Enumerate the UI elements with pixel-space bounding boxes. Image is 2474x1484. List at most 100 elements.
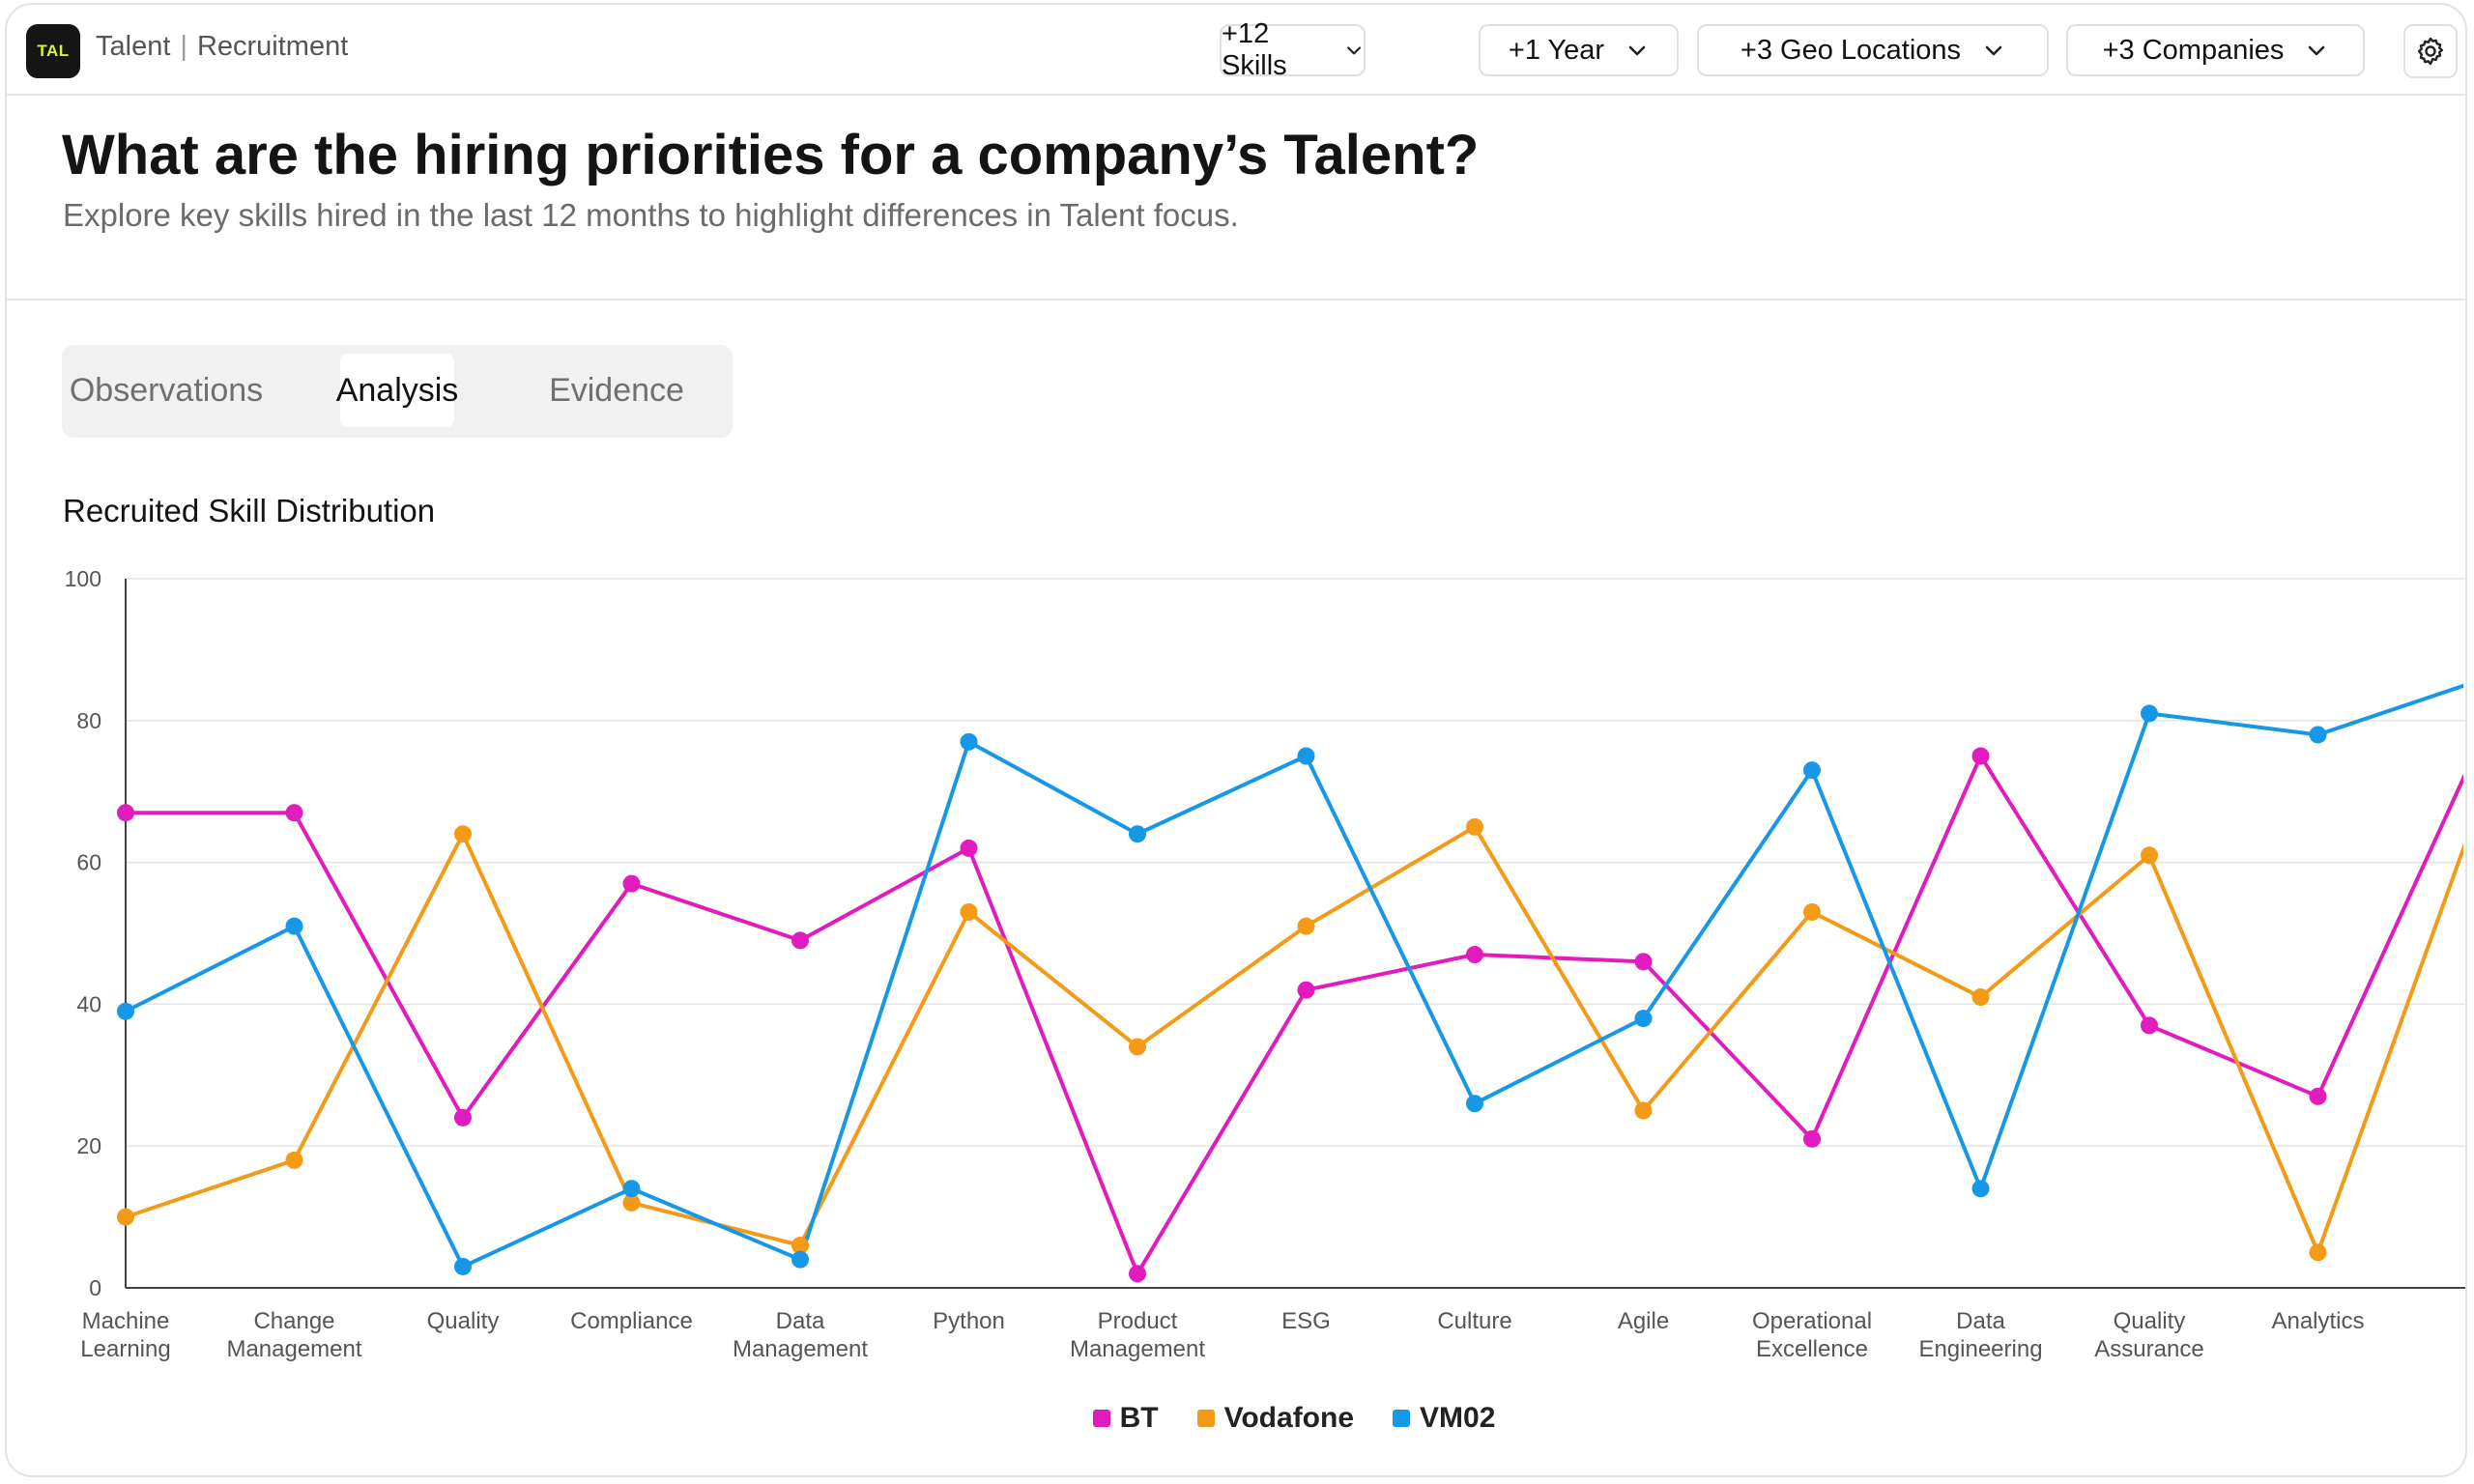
data-point-vodafone: [117, 1208, 134, 1226]
data-point-vm02: [454, 1257, 472, 1275]
data-point-bt: [285, 804, 303, 822]
data-point-vm02: [285, 917, 303, 935]
data-point-vm02: [1466, 1095, 1483, 1113]
tab-observations[interactable]: Observations: [69, 371, 264, 409]
legend-item-vodafone[interactable]: Vodafone: [1196, 1402, 1355, 1435]
settings-button[interactable]: [2403, 24, 2458, 78]
y-tick-label: 60: [76, 850, 101, 875]
top-bar: TAL Talent | Recruitment +12 Skills +1 Y…: [7, 5, 2465, 96]
legend-label: VM02: [1420, 1402, 1496, 1434]
data-point-vm02: [1803, 761, 1821, 780]
chevron-down-icon: [1985, 45, 2002, 56]
x-tick-label: Python: [933, 1308, 1005, 1334]
data-point-vodafone: [1297, 917, 1315, 935]
skills-filter-dropdown[interactable]: +12 Skills: [1220, 18, 1366, 81]
legend-item-vm02[interactable]: VM02: [1393, 1402, 1495, 1435]
data-point-bt: [1297, 981, 1315, 999]
x-tick-label: Quality Assurance: [2094, 1308, 2203, 1362]
data-point-vm02: [622, 1180, 641, 1198]
page-subtitle: Explore key skills hired in the last 12 …: [63, 197, 1239, 233]
data-point-vodafone: [454, 825, 472, 843]
data-point-bt: [1971, 747, 1990, 765]
x-tick-label: Culture: [1437, 1308, 1511, 1334]
data-point-vm02: [1297, 747, 1315, 765]
data-point-vodafone: [622, 1193, 641, 1212]
x-tick-label: Analytics: [2271, 1308, 2364, 1334]
companies-filter-dropdown[interactable]: +3 Companies: [2066, 24, 2365, 76]
chevron-down-icon: [2309, 45, 2325, 56]
data-point-bt: [791, 931, 809, 950]
page-title: What are the hiring priorities for a com…: [62, 124, 1480, 186]
data-point-vm02: [1634, 1010, 1653, 1028]
breadcrumb-section[interactable]: Talent: [96, 31, 171, 62]
logo-text: TAL: [37, 42, 70, 60]
x-tick-label: Data Management: [733, 1308, 868, 1362]
tab-evidence[interactable]: Evidence: [549, 371, 684, 409]
data-point-vodafone: [1803, 902, 1821, 921]
y-tick-label: 20: [76, 1133, 101, 1158]
series-line-vodafone: [125, 824, 2463, 1255]
tab-analysis[interactable]: Analysis: [336, 354, 458, 427]
breadcrumb-page[interactable]: Recruitment: [196, 31, 349, 62]
data-point-vodafone: [2309, 1243, 2327, 1262]
app-window: TAL Talent | Recruitment +12 Skills +1 Y…: [5, 3, 2467, 1477]
filter-label: +3 Geo Locations: [1740, 34, 1962, 66]
year-filter-dropdown[interactable]: +1 Year: [1479, 24, 1679, 76]
gear-icon: [2417, 37, 2444, 66]
x-tick-label: Machine Learning: [80, 1308, 170, 1362]
data-point-vodafone: [1129, 1038, 1146, 1056]
y-tick-label: 100: [65, 566, 101, 591]
x-tick-label: Operational Excellence: [1752, 1308, 1872, 1362]
x-tick-label: Change Management: [226, 1308, 361, 1362]
data-point-vodafone: [2141, 846, 2158, 865]
chevron-down-icon: [1346, 46, 1361, 55]
data-point-vodafone: [1634, 1101, 1653, 1120]
y-tick-label: 80: [76, 708, 101, 733]
y-tick-label: 40: [76, 991, 101, 1016]
data-point-bt: [1466, 946, 1483, 964]
data-point-vodafone: [1971, 988, 1990, 1007]
page-header: What are the hiring priorities for a com…: [7, 96, 2465, 300]
x-tick-label: Quality: [427, 1308, 500, 1334]
legend-item-bt[interactable]: BT: [1092, 1402, 1159, 1435]
breadcrumb-separator: |: [180, 31, 187, 62]
data-point-bt: [2309, 1087, 2327, 1105]
data-point-vm02: [2141, 704, 2158, 723]
x-tick-label: Compliance: [570, 1308, 693, 1334]
y-tick-label: 0: [89, 1275, 101, 1300]
legend-swatch: [1393, 1410, 1411, 1427]
legend-swatch: [1196, 1410, 1215, 1427]
data-point-bt: [117, 804, 134, 822]
tab-bar: Observations Analysis Evidence: [62, 345, 733, 438]
data-point-bt: [960, 839, 978, 857]
data-point-vodafone: [1466, 817, 1483, 836]
chevron-down-icon: [1628, 45, 1646, 56]
data-point-vm02: [1971, 1180, 1990, 1198]
data-point-bt: [1634, 953, 1653, 971]
data-point-vodafone: [791, 1236, 809, 1254]
filter-label: +1 Year: [1508, 34, 1605, 66]
data-point-bt: [1129, 1265, 1146, 1283]
data-point-vm02: [117, 1002, 134, 1020]
line-chart: 0 20 40 60 80 100 Machine Learning Change Managem…: [65, 566, 2465, 1362]
filter-label: +12 Skills: [1222, 18, 1287, 81]
data-point-vm02: [960, 732, 978, 751]
legend-label: BT: [1119, 1402, 1159, 1434]
legend-label: Vodafone: [1223, 1402, 1355, 1434]
legend-swatch: [1092, 1410, 1110, 1427]
x-tick-label: Agile: [1618, 1308, 1669, 1334]
geo-locations-filter-dropdown[interactable]: +3 Geo Locations: [1697, 24, 2049, 76]
data-point-bt: [622, 874, 641, 893]
x-tick-label: ESG: [1281, 1308, 1331, 1334]
data-point-vm02: [791, 1250, 809, 1269]
data-point-vm02: [2309, 726, 2327, 744]
data-point-bt: [2141, 1016, 2158, 1035]
chart-title: Recruited Skill Distribution: [63, 493, 436, 528]
data-point-vodafone: [960, 902, 978, 921]
filter-label: +3 Companies: [2102, 34, 2285, 66]
app-logo[interactable]: TAL: [26, 24, 80, 78]
data-point-bt: [1803, 1129, 1821, 1148]
data-point-bt: [454, 1108, 472, 1127]
data-point-vm02: [1129, 825, 1146, 843]
data-point-vodafone: [285, 1151, 303, 1169]
